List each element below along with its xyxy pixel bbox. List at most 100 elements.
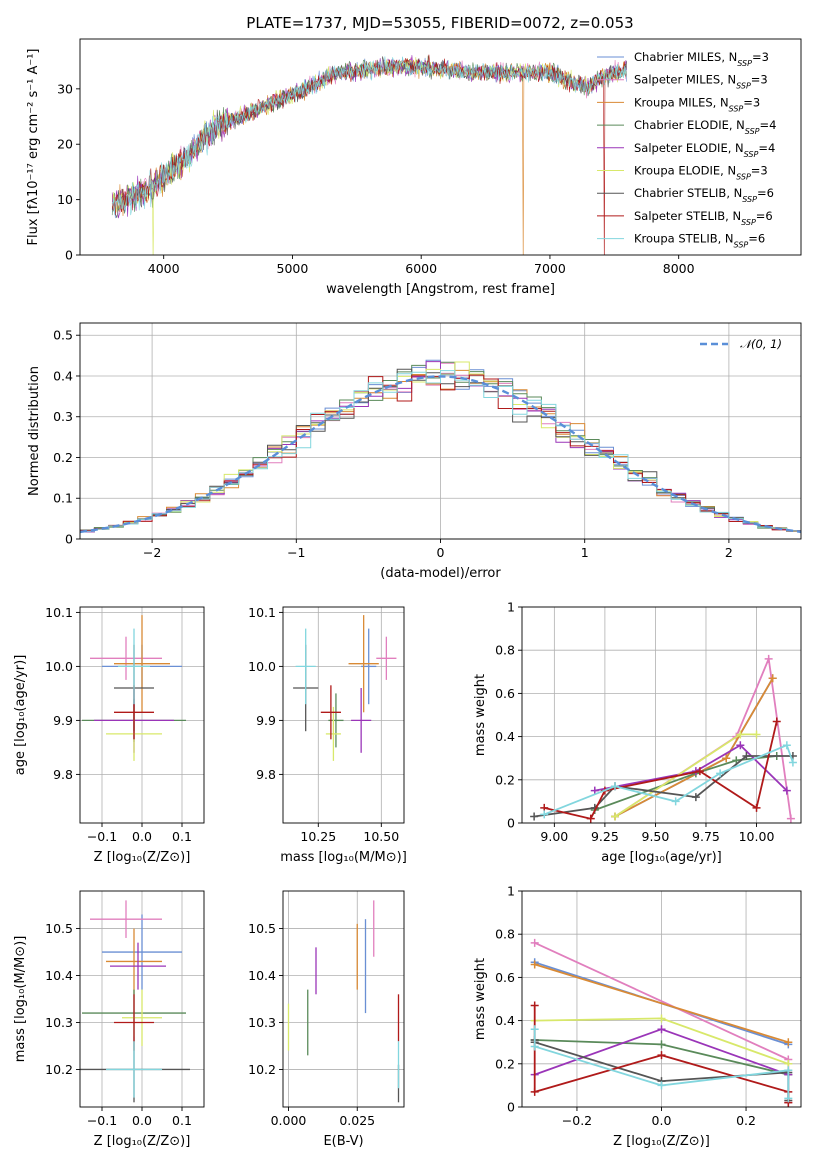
- errorbar-point: [122, 989, 162, 1046]
- y-tick-label: 10.1: [45, 605, 73, 620]
- errorbar-point: [348, 615, 379, 713]
- x-tick-label: −0.1: [87, 829, 117, 844]
- weight-marker: [540, 810, 549, 819]
- x-tick-label: −2: [143, 545, 161, 560]
- y-tick-label: 10.1: [248, 605, 276, 620]
- y-tick-label: 9.8: [53, 767, 73, 782]
- x-tick-label: 10.00: [739, 829, 775, 844]
- weight-marker: [530, 1001, 539, 1010]
- legend-entry: Kroupa ELODIE, NSSP=3: [634, 164, 768, 182]
- weight-vs-Z-xlabel: Z [log₁₀(Z/Z⊙)]: [613, 1134, 710, 1149]
- y-tick-label: 30: [57, 81, 73, 96]
- y-tick-label: 0.2: [53, 450, 73, 465]
- weight-series-chabrier-stelib: [533, 755, 793, 818]
- weight-marker: [530, 1025, 539, 1034]
- mass-vs-ebv-points: [287, 900, 400, 1103]
- weight-marker: [722, 754, 731, 763]
- weight-vs-Z-lines: [530, 938, 793, 1107]
- y-tick-label: 9.9: [53, 713, 73, 728]
- mass-vs-Z-xlabel: Z [log₁₀(Z/Z⊙)]: [94, 1134, 191, 1149]
- weight-marker: [768, 674, 777, 683]
- errorbar-point: [320, 685, 341, 740]
- y-tick-label: 0: [507, 1100, 515, 1115]
- weight-series-salpeter-stelib: [543, 721, 778, 820]
- y-tick-label: 0.1: [53, 491, 73, 506]
- legend-entry: Salpeter MILES, NSSP=3: [634, 73, 768, 91]
- weight-marker: [657, 1025, 666, 1034]
- weight-vs-age-lines: [530, 654, 797, 823]
- errorbar-point: [118, 628, 150, 705]
- weight-marker: [590, 786, 599, 795]
- errorbar-point: [90, 636, 162, 680]
- age-vs-Z-points: [82, 615, 186, 761]
- y-tick-label: 0.8: [495, 643, 515, 658]
- x-tick-label: −0.2: [562, 1113, 592, 1128]
- legend-entry: Chabrier MILES, NSSP=3: [634, 50, 769, 68]
- weight-marker: [736, 741, 745, 750]
- mass-vs-ebv-border: [282, 890, 405, 1108]
- errorbar-point: [376, 636, 397, 680]
- weight-marker: [782, 741, 791, 750]
- y-tick-label: 0: [507, 816, 515, 831]
- age-vs-mass-points: [293, 615, 397, 761]
- y-tick-label: 1: [507, 884, 515, 899]
- y-tick-label: 0.2: [495, 1056, 515, 1071]
- errorbar-point: [102, 914, 182, 990]
- y-tick-label: 10.4: [248, 968, 276, 983]
- x-tick-label: 5000: [277, 261, 309, 276]
- normal-curve: [80, 375, 801, 534]
- y-tick-label: 0.4: [53, 368, 73, 383]
- errorbar-point: [325, 706, 341, 761]
- legend-entry: Salpeter STELIB, NSSP=6: [634, 209, 773, 227]
- legend-entry: Chabrier STELIB, NSSP=6: [634, 186, 774, 204]
- weight-marker: [736, 730, 745, 739]
- weight-marker: [657, 1040, 666, 1049]
- x-tick-label: 7000: [534, 261, 566, 276]
- x-tick-label: 10.25: [300, 829, 336, 844]
- y-tick-label: 0.3: [53, 409, 73, 424]
- weight-vs-age-xlabel: age [log₁₀(age/yr)]: [601, 850, 722, 865]
- weight-marker: [530, 1042, 539, 1051]
- y-tick-label: 0.4: [495, 729, 515, 744]
- mass-vs-ebv-xlabel: E(B-V): [323, 1134, 363, 1149]
- spectrum-legend: Chabrier MILES, NSSP=3 Salpeter MILES, NS…: [597, 50, 776, 249]
- weight-series-kroupa-miles: [534, 963, 789, 1044]
- errorbar-point: [351, 688, 372, 753]
- weight-marker: [657, 1014, 666, 1023]
- weight-marker: [772, 717, 781, 726]
- y-tick-label: 0.4: [495, 1013, 515, 1028]
- y-tick-label: 0: [65, 532, 73, 547]
- spectrum-ylabel: Flux [fλ10⁻¹⁷ erg cm⁻² s⁻¹ A⁻¹]: [26, 49, 41, 246]
- x-tick-label: 6000: [405, 261, 437, 276]
- y-tick-label: 9.8: [256, 767, 276, 782]
- weight-series-salpeter-miles: [614, 655, 792, 819]
- age-vs-Z-xlabel: Z [log₁₀(Z/Z⊙)]: [94, 850, 191, 865]
- weight-marker: [530, 938, 539, 947]
- spectrum-frame: 4000 5000 6000 7000 8000 0 10 20 30 wavelength [A…: [26, 38, 802, 297]
- x-tick-label: 10.50: [363, 829, 399, 844]
- residuals-legend: 𝒩(0, 1): [700, 337, 782, 351]
- errorbar-point: [106, 928, 162, 995]
- weight-marker: [586, 814, 595, 823]
- weight-series-kroupa-elodie: [614, 733, 757, 818]
- weight-marker: [782, 786, 791, 795]
- x-tick-label: 9.50: [642, 829, 670, 844]
- legend-entry: 𝒩(0, 1): [740, 337, 782, 351]
- residuals-ylabel: Normed distribution: [27, 366, 42, 496]
- age-vs-mass-xlabel: mass [log₁₀(M/M⊙)]: [280, 850, 407, 865]
- y-tick-label: 0.6: [495, 686, 515, 701]
- histograms: [80, 359, 801, 535]
- weight-marker: [742, 752, 751, 761]
- weight-marker: [788, 758, 797, 767]
- mass-vs-Z-ylabel: mass [log₁₀(M/M⊙)]: [13, 936, 28, 1063]
- x-tick-label: 1: [581, 545, 589, 560]
- x-tick-label: 0.0: [132, 829, 152, 844]
- weight-marker: [657, 1051, 666, 1060]
- weight-marker: [716, 769, 725, 778]
- errorbar-point: [114, 615, 170, 713]
- weight-marker: [784, 1094, 793, 1103]
- weight-marker: [764, 654, 773, 663]
- weight-vs-age-ylabel: mass weight: [473, 674, 488, 756]
- weight-series-chabrier-miles: [614, 677, 774, 818]
